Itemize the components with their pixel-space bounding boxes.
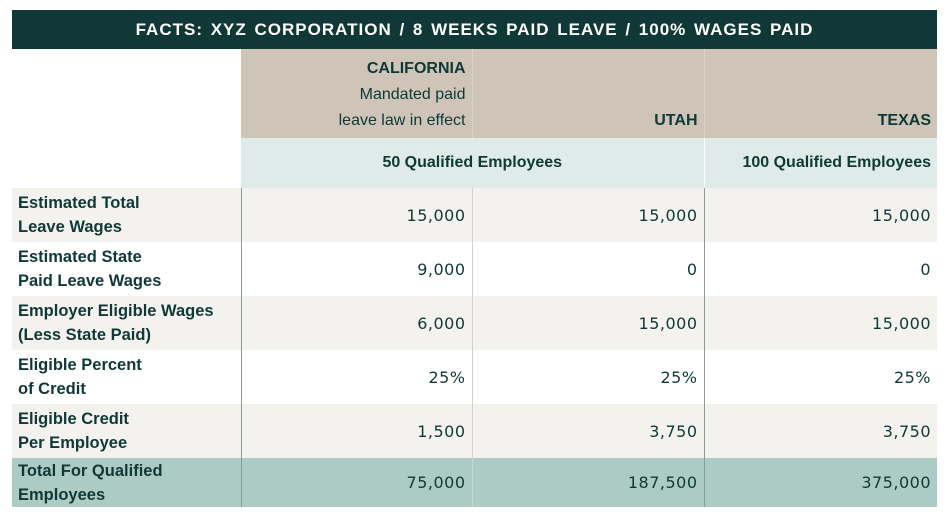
row-label-line: Employer Eligible Wages — [18, 302, 214, 320]
cell-california: 9,000 — [240, 242, 472, 296]
row-label-line: Leave Wages — [18, 218, 122, 236]
table-row: Estimated State Paid Leave Wages 9,000 0 0 — [12, 242, 937, 296]
cell-california: 75,000 — [240, 458, 472, 507]
row-label-line: Estimated Total — [18, 194, 140, 212]
header-blank — [12, 49, 241, 138]
cell-utah: 15,000 — [471, 296, 704, 350]
employees-ca-ut: 50 Qualified Employees — [241, 138, 704, 188]
cell-utah: 3,750 — [471, 404, 704, 458]
row-label: Eligible Credit Per Employee — [12, 404, 241, 458]
row-label-line: of Credit — [18, 380, 86, 398]
employees-tx: 100 Qualified Employees — [703, 138, 937, 188]
state-name: TEXAS — [877, 112, 931, 129]
cell-utah: 187,500 — [471, 458, 704, 507]
total-row: Total For Qualified Employees 75,000 187,50… — [12, 458, 937, 507]
table-row: Employer Eligible Wages (Less State Paid)… — [12, 296, 937, 350]
cell-texas: 3,750 — [703, 404, 937, 458]
row-label-line: Total For Qualified — [18, 461, 163, 480]
row-label-line: Paid Leave Wages — [18, 272, 162, 290]
row-label: Estimated Total Leave Wages — [12, 188, 241, 242]
state-name: CALIFORNIA — [366, 60, 466, 77]
table-title: FACTS: XYZ CORPORATION / 8 WEEKS PAID LE… — [12, 10, 937, 49]
state-note: Mandated paid — [359, 86, 466, 103]
cell-texas: 0 — [703, 242, 937, 296]
cell-texas: 375,000 — [703, 458, 937, 507]
row-label-line: (Less State Paid) — [18, 326, 151, 344]
row-label-line: Estimated State — [18, 248, 142, 266]
cell-utah: 15,000 — [471, 188, 704, 242]
facts-table-container: FACTS: XYZ CORPORATION / 8 WEEKS PAID LE… — [12, 10, 937, 507]
row-label-line: Eligible Percent — [18, 356, 142, 374]
facts-table-body: Estimated Total Leave Wages 15,000 15,000 15… — [12, 188, 937, 507]
header-california: CALIFORNIA Mandated paid leave law in ef… — [241, 49, 472, 138]
header-utah: UTAH — [471, 49, 704, 138]
table-row: Estimated Total Leave Wages 15,000 15,000 15… — [12, 188, 937, 242]
row-label: Estimated State Paid Leave Wages — [12, 242, 241, 296]
state-name: UTAH — [654, 112, 698, 129]
row-label: Total For Qualified Employees — [12, 458, 241, 507]
cell-texas: 15,000 — [703, 188, 937, 242]
cell-california: 15,000 — [240, 188, 472, 242]
row-label: Eligible Percent of Credit — [12, 350, 241, 404]
state-note: leave law in effect — [338, 112, 466, 129]
cell-texas: 25% — [703, 350, 937, 404]
row-label-line: Eligible Credit — [18, 410, 129, 428]
table-row: Eligible Percent of Credit 25% 25% 25% — [12, 350, 937, 404]
employees-row: 50 Qualified Employees 100 Qualified Emp… — [12, 138, 937, 188]
state-header-row: CALIFORNIA Mandated paid leave law in ef… — [12, 49, 937, 138]
cell-california: 25% — [240, 350, 472, 404]
cell-utah: 0 — [471, 242, 704, 296]
table-row: Eligible Credit Per Employee 1,500 3,750 3,7… — [12, 404, 937, 458]
cell-texas: 15,000 — [703, 296, 937, 350]
cell-california: 1,500 — [240, 404, 472, 458]
facts-table: CALIFORNIA Mandated paid leave law in ef… — [12, 49, 937, 188]
row-label-line: Per Employee — [18, 434, 128, 452]
employees-blank — [12, 138, 241, 188]
row-label-line: Employees — [18, 485, 106, 504]
row-label: Employer Eligible Wages (Less State Paid) — [12, 296, 241, 350]
cell-california: 6,000 — [240, 296, 472, 350]
cell-utah: 25% — [471, 350, 704, 404]
header-texas: TEXAS — [703, 49, 937, 138]
